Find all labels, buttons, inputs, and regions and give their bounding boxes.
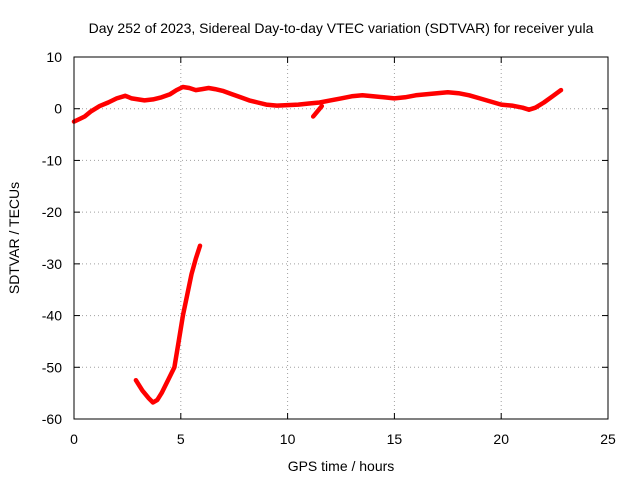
x-tick-label: 25 <box>600 431 616 447</box>
series-line-dip <box>133 243 203 405</box>
x-tick-label: 5 <box>177 431 185 447</box>
x-tick-label: 20 <box>493 431 509 447</box>
y-tick-label: -10 <box>42 152 62 168</box>
y-tick-label: 10 <box>46 49 62 65</box>
x-tick-label: 15 <box>387 431 403 447</box>
series-line-spur <box>310 103 325 119</box>
series-layer <box>71 84 564 405</box>
series-line-main <box>71 84 564 124</box>
x-tick-label: 10 <box>280 431 296 447</box>
y-tick-label: -30 <box>42 256 62 272</box>
y-tick-label: -40 <box>42 308 62 324</box>
y-tick-label: -20 <box>42 204 62 220</box>
y-axis-label: SDTVAR / TECUs <box>6 182 22 294</box>
ticks: 0 5 10 15 20 25 -60 -50 -40 -30 -20 -10 0 10 <box>42 49 616 447</box>
chart-title: Day 252 of 2023, Sidereal Day-to-day VTE… <box>89 20 594 36</box>
y-tick-label: 0 <box>54 101 62 117</box>
y-tick-label: -50 <box>42 359 62 375</box>
plot-border <box>73 56 609 420</box>
x-tick-label: 0 <box>70 431 78 447</box>
y-tick-label: -60 <box>42 411 62 427</box>
x-axis-label: GPS time / hours <box>288 458 395 474</box>
